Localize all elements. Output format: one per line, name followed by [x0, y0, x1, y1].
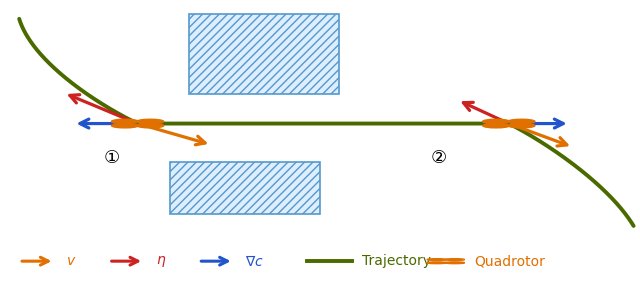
Ellipse shape	[508, 119, 535, 124]
Ellipse shape	[137, 123, 164, 128]
Ellipse shape	[137, 119, 164, 124]
Bar	[170, 162, 320, 214]
Text: ②: ②	[430, 149, 447, 167]
Text: ①: ①	[104, 149, 120, 167]
Text: Trajectory: Trajectory	[362, 254, 431, 268]
Text: $\eta$: $\eta$	[156, 254, 166, 269]
Ellipse shape	[508, 123, 535, 128]
Text: $v$: $v$	[66, 254, 76, 268]
Bar	[189, 14, 339, 94]
Ellipse shape	[483, 119, 509, 124]
Ellipse shape	[483, 123, 509, 128]
Ellipse shape	[111, 123, 138, 128]
Text: $\nabla c$: $\nabla c$	[245, 254, 264, 269]
Ellipse shape	[445, 259, 465, 260]
Ellipse shape	[427, 259, 447, 260]
Text: Quadrotor: Quadrotor	[474, 254, 545, 268]
Ellipse shape	[111, 119, 138, 124]
Ellipse shape	[445, 262, 465, 264]
Ellipse shape	[427, 262, 447, 264]
